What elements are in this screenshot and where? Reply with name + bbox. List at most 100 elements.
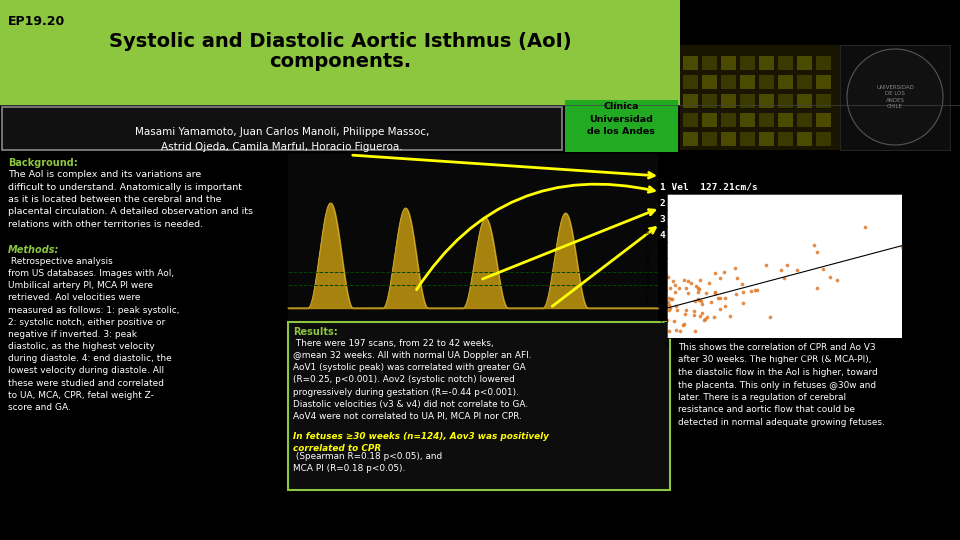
- Point: [717, 293, 732, 302]
- Point: [693, 297, 708, 306]
- Point: [695, 309, 710, 318]
- Point: [735, 288, 751, 296]
- Point: [728, 264, 743, 273]
- Point: [696, 315, 711, 324]
- Bar: [840, 45, 950, 150]
- Bar: [0, 0, 680, 105]
- Point: [681, 277, 696, 286]
- Point: [678, 284, 693, 292]
- Text: The AoI is complex and its variations are
difficult to understand. Anatomically : The AoI is complex and its variations ar…: [8, 170, 253, 229]
- Point: [762, 313, 778, 321]
- Bar: [721, 113, 736, 127]
- Bar: [759, 132, 774, 146]
- Point: [747, 285, 762, 294]
- Bar: [740, 75, 755, 89]
- Text: 2 Vel   18.24cm/s: 2 Vel 18.24cm/s: [660, 198, 757, 207]
- Point: [661, 300, 677, 309]
- Bar: [683, 132, 698, 146]
- Bar: [721, 75, 736, 89]
- Point: [708, 288, 723, 296]
- Bar: [740, 113, 755, 127]
- Point: [734, 280, 750, 288]
- Point: [661, 294, 677, 303]
- Point: [661, 327, 677, 335]
- Circle shape: [847, 49, 943, 145]
- Point: [692, 312, 708, 320]
- Text: Systolic and Diastolic Aortic Isthmus (AoI): Systolic and Diastolic Aortic Isthmus (A…: [108, 32, 571, 51]
- Bar: [288, 322, 670, 490]
- Bar: [816, 56, 831, 70]
- Bar: [816, 132, 831, 146]
- Point: [663, 294, 679, 303]
- Text: 3 Vel   29.58cm/s: 3 Vel 29.58cm/s: [660, 214, 757, 223]
- Bar: [797, 132, 812, 146]
- Bar: [759, 94, 774, 108]
- Bar: [565, 100, 678, 152]
- Bar: [816, 75, 831, 89]
- Bar: [816, 113, 831, 127]
- Text: UNIVERSIDAD
DE LOS
ANDES
CHILE: UNIVERSIDAD DE LOS ANDES CHILE: [876, 85, 914, 110]
- Point: [662, 284, 678, 293]
- Bar: [778, 75, 793, 89]
- Text: This shows the correlation of CPR and Ao V3
after 30 weeks. The higher CPR (& MC: This shows the correlation of CPR and Ao…: [678, 343, 885, 427]
- Bar: [797, 94, 812, 108]
- Point: [690, 284, 706, 293]
- Point: [664, 294, 680, 303]
- Text: Retrospective analysis
from US databases. Images with AoI,
Umbilical artery PI, : Retrospective analysis from US databases…: [8, 257, 180, 412]
- Point: [660, 316, 675, 325]
- Point: [686, 307, 702, 315]
- Point: [758, 260, 774, 269]
- Point: [667, 287, 683, 296]
- Point: [666, 316, 682, 325]
- Point: [661, 306, 677, 314]
- Point: [707, 313, 722, 322]
- Bar: [778, 132, 793, 146]
- Point: [735, 298, 751, 307]
- Text: Clínica
Universidad
de los Andes: Clínica Universidad de los Andes: [588, 102, 655, 136]
- Bar: [797, 56, 812, 70]
- Point: [776, 274, 791, 282]
- Bar: [680, 45, 840, 150]
- Point: [809, 284, 825, 292]
- Point: [806, 241, 822, 249]
- Point: [677, 275, 692, 284]
- Point: [704, 298, 719, 307]
- Text: Background:: Background:: [8, 158, 78, 168]
- Text: Masami Yamamoto, Juan Carlos Manoli, Philippe Massoc,
Astrid Ojeda, Camila Marfu: Masami Yamamoto, Juan Carlos Manoli, Phi…: [134, 127, 429, 152]
- Bar: [721, 132, 736, 146]
- Point: [688, 281, 704, 290]
- Point: [690, 287, 706, 296]
- Bar: [702, 132, 717, 146]
- Point: [712, 305, 728, 313]
- Bar: [759, 75, 774, 89]
- Point: [823, 273, 838, 281]
- Point: [668, 326, 684, 335]
- Bar: [797, 113, 812, 127]
- Point: [698, 315, 713, 323]
- Point: [717, 301, 732, 310]
- Point: [668, 302, 684, 310]
- Point: [670, 305, 685, 314]
- Text: (Spearman R=0.18 p<0.05), and
MCA PI (R=0.18 p<0.05).: (Spearman R=0.18 p<0.05), and MCA PI (R=…: [293, 452, 443, 473]
- Text: components.: components.: [269, 52, 411, 71]
- Point: [699, 313, 714, 321]
- Bar: [683, 75, 698, 89]
- Point: [773, 266, 788, 274]
- Text: Conclusions:: Conclusions:: [678, 330, 752, 340]
- Point: [665, 276, 681, 285]
- Point: [687, 327, 703, 335]
- Point: [744, 287, 759, 295]
- Point: [672, 284, 687, 292]
- Point: [708, 268, 723, 277]
- Point: [660, 273, 676, 281]
- Text: There were 197 scans, from 22 to 42 weeks,
@mean 32 weeks. All with normal UA Do: There were 197 scans, from 22 to 42 week…: [293, 339, 532, 421]
- Bar: [797, 75, 812, 89]
- Bar: [721, 94, 736, 108]
- Point: [660, 298, 676, 307]
- Bar: [702, 113, 717, 127]
- Point: [677, 309, 692, 318]
- Point: [710, 294, 726, 302]
- Point: [708, 289, 723, 298]
- Text: EP19.20: EP19.20: [8, 15, 65, 28]
- Point: [895, 243, 910, 252]
